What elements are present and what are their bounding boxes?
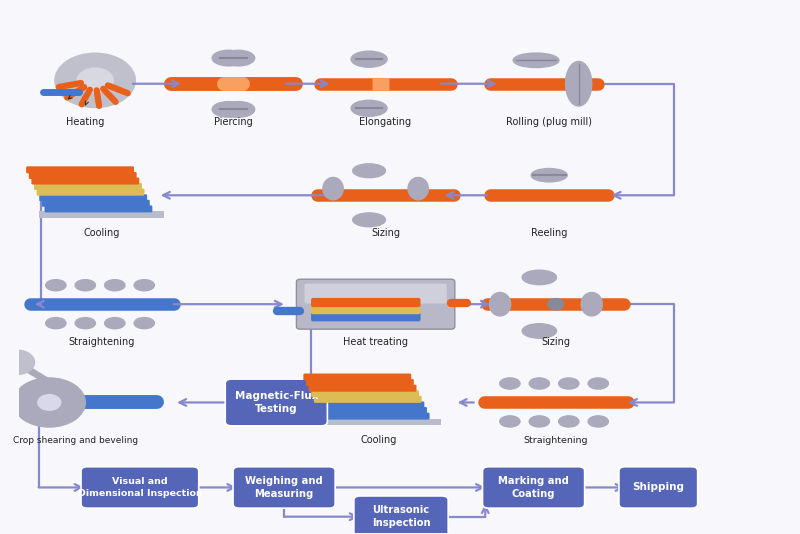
Ellipse shape bbox=[323, 177, 343, 200]
Text: Rolling (plug mill): Rolling (plug mill) bbox=[506, 116, 592, 127]
Ellipse shape bbox=[212, 50, 245, 66]
FancyBboxPatch shape bbox=[39, 211, 164, 217]
Ellipse shape bbox=[75, 280, 95, 291]
FancyBboxPatch shape bbox=[39, 194, 147, 201]
Text: Cooling: Cooling bbox=[361, 435, 397, 445]
Ellipse shape bbox=[522, 270, 557, 285]
Circle shape bbox=[0, 350, 34, 374]
Text: Straightening: Straightening bbox=[523, 436, 588, 445]
Ellipse shape bbox=[134, 318, 154, 329]
Ellipse shape bbox=[522, 324, 557, 338]
Ellipse shape bbox=[490, 293, 510, 316]
Ellipse shape bbox=[353, 164, 386, 178]
Text: Shipping: Shipping bbox=[632, 482, 684, 492]
Ellipse shape bbox=[588, 416, 609, 427]
Ellipse shape bbox=[222, 101, 254, 117]
Text: Magnetic-Flux
Testing: Magnetic-Flux Testing bbox=[234, 391, 318, 414]
Text: Sizing: Sizing bbox=[542, 337, 570, 347]
FancyBboxPatch shape bbox=[317, 419, 441, 425]
FancyBboxPatch shape bbox=[26, 166, 134, 174]
Ellipse shape bbox=[212, 101, 245, 117]
FancyBboxPatch shape bbox=[305, 284, 446, 303]
Ellipse shape bbox=[105, 318, 125, 329]
FancyBboxPatch shape bbox=[45, 206, 152, 213]
Ellipse shape bbox=[353, 213, 386, 227]
FancyBboxPatch shape bbox=[317, 402, 424, 409]
Ellipse shape bbox=[588, 378, 609, 389]
Circle shape bbox=[77, 68, 113, 93]
FancyBboxPatch shape bbox=[314, 396, 422, 403]
FancyBboxPatch shape bbox=[31, 177, 139, 185]
Ellipse shape bbox=[408, 177, 428, 200]
Ellipse shape bbox=[351, 51, 387, 67]
FancyBboxPatch shape bbox=[482, 467, 585, 508]
FancyBboxPatch shape bbox=[29, 172, 137, 179]
Text: Sizing: Sizing bbox=[371, 228, 400, 238]
FancyBboxPatch shape bbox=[322, 413, 430, 420]
Circle shape bbox=[54, 52, 136, 108]
Text: Reeling: Reeling bbox=[531, 228, 567, 238]
Ellipse shape bbox=[500, 378, 520, 389]
Text: Crop shearing and beveling: Crop shearing and beveling bbox=[13, 436, 138, 445]
Circle shape bbox=[547, 299, 564, 310]
Text: Visual and
Dimensional Inspection: Visual and Dimensional Inspection bbox=[78, 477, 202, 498]
Circle shape bbox=[38, 395, 61, 410]
FancyBboxPatch shape bbox=[319, 407, 427, 414]
Text: Heating: Heating bbox=[66, 116, 105, 127]
FancyBboxPatch shape bbox=[311, 390, 419, 397]
FancyBboxPatch shape bbox=[311, 298, 421, 307]
FancyBboxPatch shape bbox=[233, 467, 335, 508]
Ellipse shape bbox=[529, 416, 550, 427]
Text: Piercing: Piercing bbox=[214, 116, 253, 127]
Text: Ultrasonic
Inspection: Ultrasonic Inspection bbox=[372, 506, 430, 528]
FancyBboxPatch shape bbox=[311, 312, 421, 321]
Ellipse shape bbox=[531, 169, 567, 182]
Ellipse shape bbox=[46, 318, 66, 329]
Ellipse shape bbox=[581, 293, 602, 316]
Ellipse shape bbox=[513, 53, 559, 68]
Ellipse shape bbox=[222, 50, 254, 66]
Text: Cooling: Cooling bbox=[83, 228, 120, 238]
FancyBboxPatch shape bbox=[306, 379, 414, 386]
FancyBboxPatch shape bbox=[303, 373, 411, 381]
FancyBboxPatch shape bbox=[81, 467, 198, 508]
Text: Marking and
Coating: Marking and Coating bbox=[498, 476, 569, 499]
Ellipse shape bbox=[558, 416, 579, 427]
Text: Elongating: Elongating bbox=[359, 116, 411, 127]
Text: Weighing and
Measuring: Weighing and Measuring bbox=[246, 476, 323, 499]
FancyBboxPatch shape bbox=[619, 467, 698, 508]
Ellipse shape bbox=[558, 378, 579, 389]
FancyBboxPatch shape bbox=[354, 496, 448, 534]
FancyBboxPatch shape bbox=[34, 183, 142, 190]
Ellipse shape bbox=[500, 416, 520, 427]
Ellipse shape bbox=[75, 318, 95, 329]
FancyBboxPatch shape bbox=[226, 379, 327, 426]
Ellipse shape bbox=[351, 100, 387, 116]
Ellipse shape bbox=[529, 378, 550, 389]
Ellipse shape bbox=[105, 280, 125, 291]
Ellipse shape bbox=[134, 280, 154, 291]
Ellipse shape bbox=[566, 61, 592, 106]
FancyBboxPatch shape bbox=[297, 279, 455, 329]
FancyBboxPatch shape bbox=[37, 189, 145, 195]
FancyBboxPatch shape bbox=[42, 200, 150, 207]
Circle shape bbox=[14, 378, 86, 427]
Text: Heat treating: Heat treating bbox=[343, 337, 408, 347]
Text: Straightening: Straightening bbox=[69, 337, 135, 347]
FancyBboxPatch shape bbox=[311, 305, 421, 314]
Ellipse shape bbox=[46, 280, 66, 291]
FancyBboxPatch shape bbox=[309, 384, 417, 392]
